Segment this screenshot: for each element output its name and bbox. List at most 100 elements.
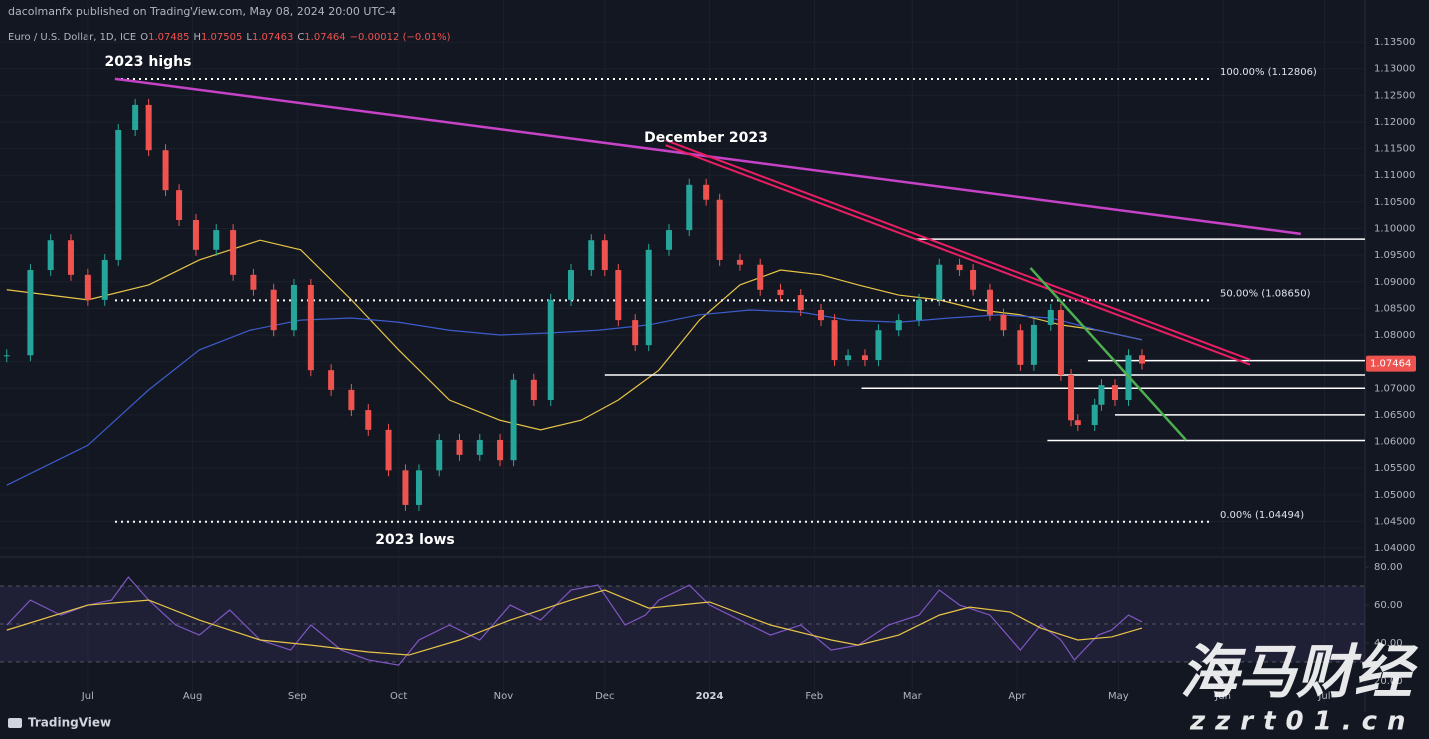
- symbol: Euro / U.S. Dollar, 1D, ICE: [8, 32, 136, 43]
- candle-body: [665, 230, 672, 250]
- y-tick-label: 1.13000: [1374, 64, 1415, 75]
- y-tick-label: 1.12000: [1374, 117, 1415, 128]
- candle-body: [510, 379, 517, 461]
- candle-body: [47, 240, 54, 271]
- candle-body: [230, 230, 237, 275]
- x-tick-label: Oct: [390, 691, 407, 702]
- candle-body: [568, 270, 575, 300]
- x-tick-label: Feb: [805, 691, 823, 702]
- quote-label: O: [140, 32, 148, 43]
- candle-body: [1074, 420, 1081, 426]
- x-tick-label: Aug: [183, 691, 203, 702]
- annotation: December 2023: [644, 130, 768, 146]
- trendline: [665, 139, 1251, 361]
- candle-body: [1047, 309, 1054, 325]
- candle-body: [1068, 374, 1075, 421]
- x-tick-label: May: [1108, 691, 1129, 702]
- candle-body: [986, 289, 993, 315]
- x-tick-label: Jul: [1317, 691, 1330, 702]
- watermark: 海马财经: [1180, 638, 1419, 706]
- candle-body: [1139, 355, 1146, 364]
- rsi-tick-label: 40.00: [1374, 638, 1403, 649]
- rsi-line: [6, 576, 1143, 666]
- candle-body: [797, 295, 804, 310]
- publisher: dacolmanfx published on TradingView.com,…: [8, 5, 396, 18]
- candle-body: [916, 299, 923, 321]
- x-tick-label: 2024: [696, 691, 724, 702]
- candle-body: [415, 470, 422, 505]
- candle-body: [348, 389, 355, 411]
- quote-value: 1.07463: [252, 32, 293, 43]
- y-tick-label: 1.11000: [1374, 170, 1415, 181]
- trendline: [665, 144, 1251, 366]
- rsi-tick-label: 20.00: [1374, 676, 1403, 687]
- candle-body: [162, 150, 169, 191]
- candle-body: [67, 240, 74, 275]
- x-tick-label: Mar: [903, 691, 923, 702]
- candle-body: [132, 104, 139, 130]
- candle-body: [270, 289, 277, 331]
- moving-average: [6, 239, 1143, 431]
- candle-body: [1000, 314, 1007, 331]
- candle-body: [615, 270, 622, 321]
- fib-label: 50.00% (1.08650): [1220, 288, 1311, 299]
- candle-body: [101, 259, 108, 300]
- candle-body: [716, 199, 723, 260]
- candle-body: [115, 129, 122, 260]
- x-tick-label: Nov: [494, 691, 514, 702]
- candle-body: [818, 309, 825, 321]
- y-tick-label: 1.10000: [1374, 223, 1415, 234]
- y-tick-label: 1.07000: [1374, 383, 1415, 394]
- y-tick-label: 1.11500: [1374, 144, 1415, 155]
- y-tick-label: 1.12500: [1374, 90, 1415, 101]
- brand-name: TradingView: [28, 716, 111, 730]
- rsi-line: [6, 589, 1143, 656]
- annotation: 2023 lows: [375, 532, 455, 548]
- quote-value: 1.07485: [148, 32, 189, 43]
- candle-body: [956, 264, 963, 271]
- candle-body: [1017, 330, 1024, 365]
- candle-body: [861, 355, 868, 361]
- y-tick-label: 1.06000: [1374, 437, 1415, 448]
- last-price-label: 1.07464: [1370, 359, 1411, 370]
- fib-label: 100.00% (1.12806): [1220, 67, 1317, 78]
- logo: [8, 718, 22, 728]
- candle-body: [777, 289, 784, 296]
- moving-average: [6, 309, 1143, 486]
- candle-body: [1111, 385, 1118, 401]
- y-tick-label: 1.08000: [1374, 330, 1415, 341]
- candle-body: [845, 355, 852, 361]
- x-tick-label: Apr: [1008, 691, 1026, 702]
- rsi-tick-label: 80.00: [1374, 562, 1403, 573]
- candle-body: [588, 240, 595, 271]
- fib-label: 0.00% (1.04494): [1220, 510, 1304, 521]
- candle-body: [970, 270, 977, 290]
- candle-body: [145, 104, 152, 151]
- y-tick-label: 1.10500: [1374, 197, 1415, 208]
- candle-body: [290, 284, 297, 331]
- y-tick-label: 1.09000: [1374, 277, 1415, 288]
- y-tick-label: 1.13500: [1374, 37, 1415, 48]
- quote-change: −0.00012 (−0.01%): [350, 32, 451, 43]
- last-price-badge: [1366, 355, 1416, 372]
- x-tick-label: Sep: [288, 691, 307, 702]
- brand: TradingView: [8, 716, 111, 730]
- candle-body: [436, 439, 443, 471]
- candle-body: [213, 230, 220, 250]
- quote-label: C: [297, 32, 304, 43]
- candle-body: [895, 320, 902, 331]
- x-tick-label: Dec: [595, 691, 614, 702]
- candle-body: [686, 184, 693, 231]
- candle-body: [831, 320, 838, 361]
- y-tick-label: 1.09500: [1374, 250, 1415, 261]
- y-tick-label: 1.08500: [1374, 303, 1415, 314]
- candle-body: [402, 470, 409, 505]
- quote-value: 1.07505: [201, 32, 242, 43]
- candle-body: [497, 439, 504, 461]
- candle-body: [530, 379, 537, 401]
- candle-body: [736, 259, 743, 265]
- candle-body: [176, 190, 183, 220]
- candle-body: [547, 299, 554, 401]
- candle-body: [365, 410, 372, 430]
